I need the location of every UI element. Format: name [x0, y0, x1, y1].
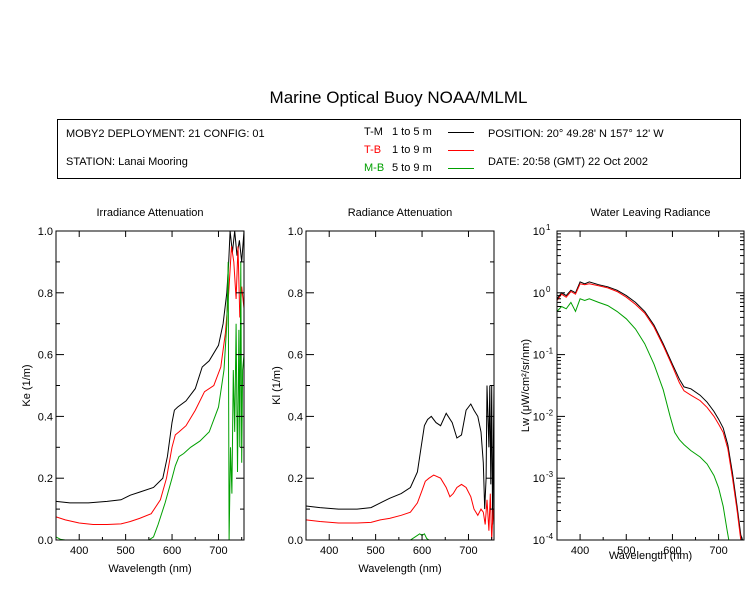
- x-tick-label: 600: [413, 545, 431, 557]
- x-tick-label: 500: [617, 545, 635, 557]
- plot-frame: [556, 230, 745, 541]
- legend-range-mb: 5 to 9 m: [392, 162, 432, 174]
- series-line-t-b: [56, 246, 244, 525]
- chart-title: Water Leaving Radiance: [590, 207, 710, 219]
- x-axis-label: Wavelength (nm): [108, 563, 191, 575]
- x-tick-label: 700: [209, 545, 227, 557]
- y-tick-exponent: 1: [546, 223, 551, 232]
- x-tick-label: 500: [116, 545, 134, 557]
- page-title: Marine Optical Buoy NOAA/MLML: [269, 88, 528, 107]
- x-tick-label: 600: [163, 545, 181, 557]
- y-tick-label: 0.2: [288, 473, 303, 485]
- date-text: DATE: 20:58 (GMT) 22 Oct 2002: [488, 156, 648, 168]
- x-tick-label: 700: [459, 545, 477, 557]
- y-axis-label: Lw (μW/cm²/sr/nm): [520, 339, 532, 432]
- y-tick-label: 0.4: [38, 411, 53, 423]
- y-tick-label: 10: [533, 226, 545, 238]
- y-tick-label: 10: [533, 535, 545, 547]
- y-tick-label: 10: [533, 473, 545, 485]
- station-text: STATION: Lanai Mooring: [66, 156, 188, 168]
- legend-code-mb: M-B: [364, 162, 385, 174]
- y-tick-exponent: -3: [546, 470, 554, 479]
- y-tick-label: 0.8: [38, 288, 53, 300]
- y-tick-exponent: -4: [546, 532, 554, 541]
- plot-frame: [55, 230, 245, 541]
- y-tick-exponent: -1: [546, 347, 554, 356]
- series-line-t-b: [306, 474, 494, 540]
- series-line-t-m: [56, 231, 244, 504]
- legend-swatch-tb: [448, 150, 474, 151]
- chart-title: Radiance Attenuation: [348, 207, 453, 219]
- y-tick-label: 10: [533, 288, 545, 300]
- x-tick-label: 400: [320, 545, 338, 557]
- series-line-m-b: [56, 261, 244, 540]
- x-tick-label: 400: [70, 545, 88, 557]
- y-tick-label: 0.8: [288, 288, 303, 300]
- legend-range-tb: 1 to 9 m: [392, 144, 432, 156]
- position-text: POSITION: 20° 49.28' N 157° 12' W: [488, 128, 664, 140]
- y-tick-label: 10: [533, 411, 545, 423]
- y-tick-label: 0.6: [38, 350, 53, 362]
- chart-1: Irradiance Attenuation 400 500 600 700 0.0 0.2…: [21, 207, 245, 575]
- x-axis-label: Wavelength (nm): [358, 563, 441, 575]
- y-tick-label: 0.4: [288, 411, 303, 423]
- x-tick-label: 400: [571, 545, 589, 557]
- info-box: MOBY2 DEPLOYMENT: 21 CONFIG: 01 STATION:…: [57, 119, 741, 179]
- y-tick-label: 0.2: [38, 473, 53, 485]
- y-tick-label: 0.0: [38, 535, 53, 547]
- y-tick-exponent: -2: [546, 408, 554, 417]
- legend-code-tb: T-B: [364, 144, 382, 156]
- y-tick-label: 0.6: [288, 350, 303, 362]
- legend-range-tm: 1 to 5 m: [392, 126, 432, 138]
- series-line-m-b: [410, 533, 430, 540]
- x-tick-label: 600: [663, 545, 681, 557]
- legend-swatch-mb: [448, 168, 474, 169]
- deployment-text: MOBY2 DEPLOYMENT: 21 CONFIG: 01: [66, 128, 265, 140]
- legend-code-tm: T-M: [364, 126, 383, 138]
- x-tick-label: 500: [366, 545, 384, 557]
- legend-swatch-tm: [448, 132, 474, 133]
- y-tick-label: 10: [533, 350, 545, 362]
- y-tick-label: 0.0: [288, 535, 303, 547]
- series-line-t-m: [306, 385, 494, 525]
- x-tick-label: 700: [709, 545, 727, 557]
- chart-2: Radiance Attenuation 400 500 600 700 0.0 0.2 0.…: [271, 207, 495, 575]
- series-line-t-m: [557, 281, 744, 540]
- y-tick-exponent: 0: [546, 285, 551, 294]
- series-line-t-b: [557, 283, 742, 540]
- x-axis-label: Wavelength (nm): [609, 550, 692, 562]
- series-line-m-b: [557, 298, 730, 540]
- y-axis-label: Ke (1/m): [21, 364, 33, 406]
- y-tick-label: 1.0: [38, 226, 53, 238]
- chart-title: Irradiance Attenuation: [96, 207, 203, 219]
- y-axis-label: Kl (1/m): [271, 366, 283, 405]
- y-tick-label: 1.0: [288, 226, 303, 238]
